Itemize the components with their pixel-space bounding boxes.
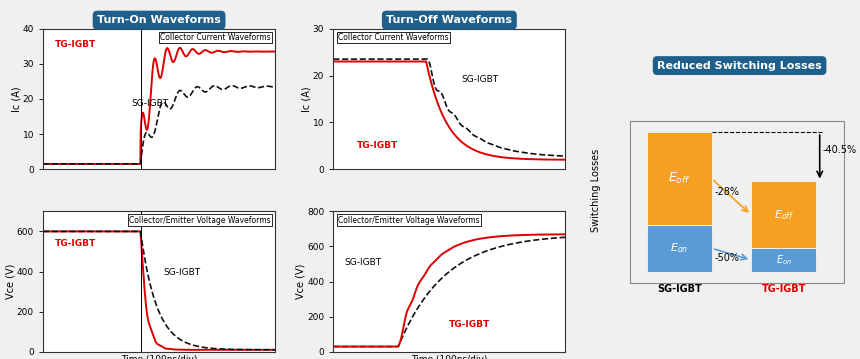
Bar — [752, 181, 816, 248]
Text: -40.5%: -40.5% — [822, 145, 857, 155]
X-axis label: Time (100ns/div): Time (100ns/div) — [411, 355, 488, 359]
Text: Collector Current Waveforms: Collector Current Waveforms — [160, 33, 271, 42]
Text: $E_{off}$: $E_{off}$ — [774, 208, 794, 222]
Text: TG-IGBT: TG-IGBT — [449, 320, 490, 328]
Bar — [647, 225, 712, 271]
Bar — [630, 121, 844, 283]
Text: SG-IGBT: SG-IGBT — [163, 267, 201, 276]
Text: SG-IGBT: SG-IGBT — [132, 99, 169, 108]
Bar — [647, 132, 712, 225]
Y-axis label: Ic (A): Ic (A) — [301, 86, 311, 112]
Text: Turn-Off Waveforms: Turn-Off Waveforms — [386, 15, 513, 25]
Text: Reduced Switching Losses: Reduced Switching Losses — [657, 61, 822, 71]
Text: SG-IGBT: SG-IGBT — [657, 284, 702, 294]
Text: Switching Losses: Switching Losses — [591, 149, 600, 232]
Y-axis label: Ic (A): Ic (A) — [11, 86, 22, 112]
Bar — [752, 248, 816, 271]
Text: Collector/Emitter Voltage Waveforms: Collector/Emitter Voltage Waveforms — [338, 215, 480, 225]
Text: $E_{on}$: $E_{on}$ — [670, 241, 688, 255]
Text: $E_{off}$: $E_{off}$ — [668, 171, 691, 186]
Text: TG-IGBT: TG-IGBT — [55, 239, 95, 248]
Text: SG-IGBT: SG-IGBT — [461, 75, 498, 84]
Text: TG-IGBT: TG-IGBT — [356, 141, 397, 150]
Text: TG-IGBT: TG-IGBT — [55, 40, 95, 49]
X-axis label: Time (100ns/div): Time (100ns/div) — [121, 355, 197, 359]
Text: Collector Current Waveforms: Collector Current Waveforms — [338, 33, 449, 42]
Text: -50%: -50% — [714, 253, 739, 262]
Text: TG-IGBT: TG-IGBT — [762, 284, 806, 294]
Text: Collector/Emitter Voltage Waveforms: Collector/Emitter Voltage Waveforms — [129, 215, 271, 225]
Text: $E_{on}$: $E_{on}$ — [776, 253, 792, 267]
Text: Turn-On Waveforms: Turn-On Waveforms — [97, 15, 221, 25]
Text: -28%: -28% — [714, 187, 739, 197]
Y-axis label: Vce (V): Vce (V) — [296, 264, 305, 299]
Text: SG-IGBT: SG-IGBT — [345, 258, 382, 267]
Y-axis label: Vce (V): Vce (V) — [5, 264, 15, 299]
